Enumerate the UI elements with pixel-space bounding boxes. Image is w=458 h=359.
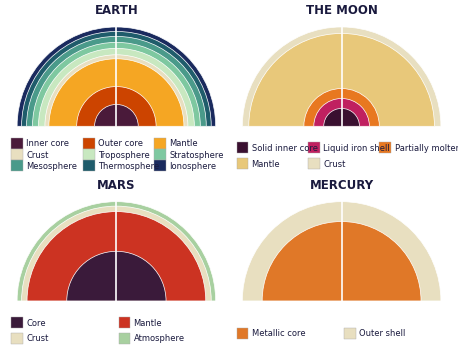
FancyBboxPatch shape	[11, 138, 23, 149]
Title: THE MOON: THE MOON	[305, 4, 377, 17]
FancyBboxPatch shape	[154, 138, 166, 149]
Title: EARTH: EARTH	[94, 4, 138, 17]
Text: Atmosphere: Atmosphere	[134, 334, 185, 344]
Text: Core: Core	[26, 318, 46, 327]
Text: Liquid iron shell: Liquid iron shell	[323, 144, 390, 153]
FancyBboxPatch shape	[154, 160, 166, 172]
Wedge shape	[45, 55, 188, 126]
FancyBboxPatch shape	[83, 138, 95, 149]
FancyBboxPatch shape	[344, 327, 355, 339]
FancyBboxPatch shape	[83, 149, 95, 160]
FancyBboxPatch shape	[11, 160, 23, 172]
Wedge shape	[242, 202, 441, 301]
Wedge shape	[76, 87, 156, 126]
FancyBboxPatch shape	[154, 149, 166, 160]
Text: Mantle: Mantle	[251, 160, 280, 169]
Text: Crust: Crust	[26, 151, 49, 160]
Text: Crust: Crust	[26, 334, 49, 344]
Wedge shape	[38, 48, 194, 126]
FancyBboxPatch shape	[11, 333, 23, 344]
Wedge shape	[304, 89, 379, 126]
Wedge shape	[33, 42, 200, 126]
Wedge shape	[94, 104, 138, 126]
Text: Mantle: Mantle	[134, 318, 162, 327]
Text: Crust: Crust	[323, 160, 345, 169]
FancyBboxPatch shape	[308, 142, 320, 153]
Wedge shape	[17, 202, 216, 301]
Wedge shape	[242, 27, 441, 126]
FancyBboxPatch shape	[236, 142, 248, 153]
Wedge shape	[49, 59, 184, 126]
FancyBboxPatch shape	[11, 149, 23, 160]
Wedge shape	[249, 33, 435, 126]
Wedge shape	[314, 98, 370, 126]
Wedge shape	[27, 211, 206, 301]
Wedge shape	[67, 251, 166, 301]
FancyBboxPatch shape	[236, 327, 248, 339]
Wedge shape	[262, 222, 421, 301]
Title: MERCURY: MERCURY	[310, 179, 374, 192]
Text: Outer core: Outer core	[98, 139, 143, 148]
Wedge shape	[324, 108, 360, 126]
FancyBboxPatch shape	[308, 158, 320, 169]
Title: MARS: MARS	[97, 179, 136, 192]
Wedge shape	[22, 32, 211, 126]
FancyBboxPatch shape	[236, 158, 248, 169]
FancyBboxPatch shape	[11, 317, 23, 328]
Text: Solid inner core: Solid inner core	[251, 144, 317, 153]
Text: Inner core: Inner core	[26, 139, 69, 148]
Wedge shape	[27, 36, 206, 126]
Text: Partially molten layer: Partially molten layer	[394, 144, 458, 153]
Wedge shape	[17, 27, 216, 126]
Text: Mesosphere: Mesosphere	[26, 162, 77, 171]
Wedge shape	[22, 206, 211, 301]
FancyBboxPatch shape	[380, 142, 391, 153]
Text: Mantle: Mantle	[169, 139, 198, 148]
Text: Metallic core: Metallic core	[251, 329, 305, 338]
Text: Ionosphere: Ionosphere	[169, 162, 217, 171]
Text: Thermosphere: Thermosphere	[98, 162, 159, 171]
FancyBboxPatch shape	[119, 317, 131, 328]
Text: Stratosphere: Stratosphere	[169, 151, 224, 160]
Text: Outer shell: Outer shell	[359, 329, 405, 338]
Text: Troposphere: Troposphere	[98, 151, 150, 160]
FancyBboxPatch shape	[119, 333, 131, 344]
FancyBboxPatch shape	[83, 160, 95, 172]
